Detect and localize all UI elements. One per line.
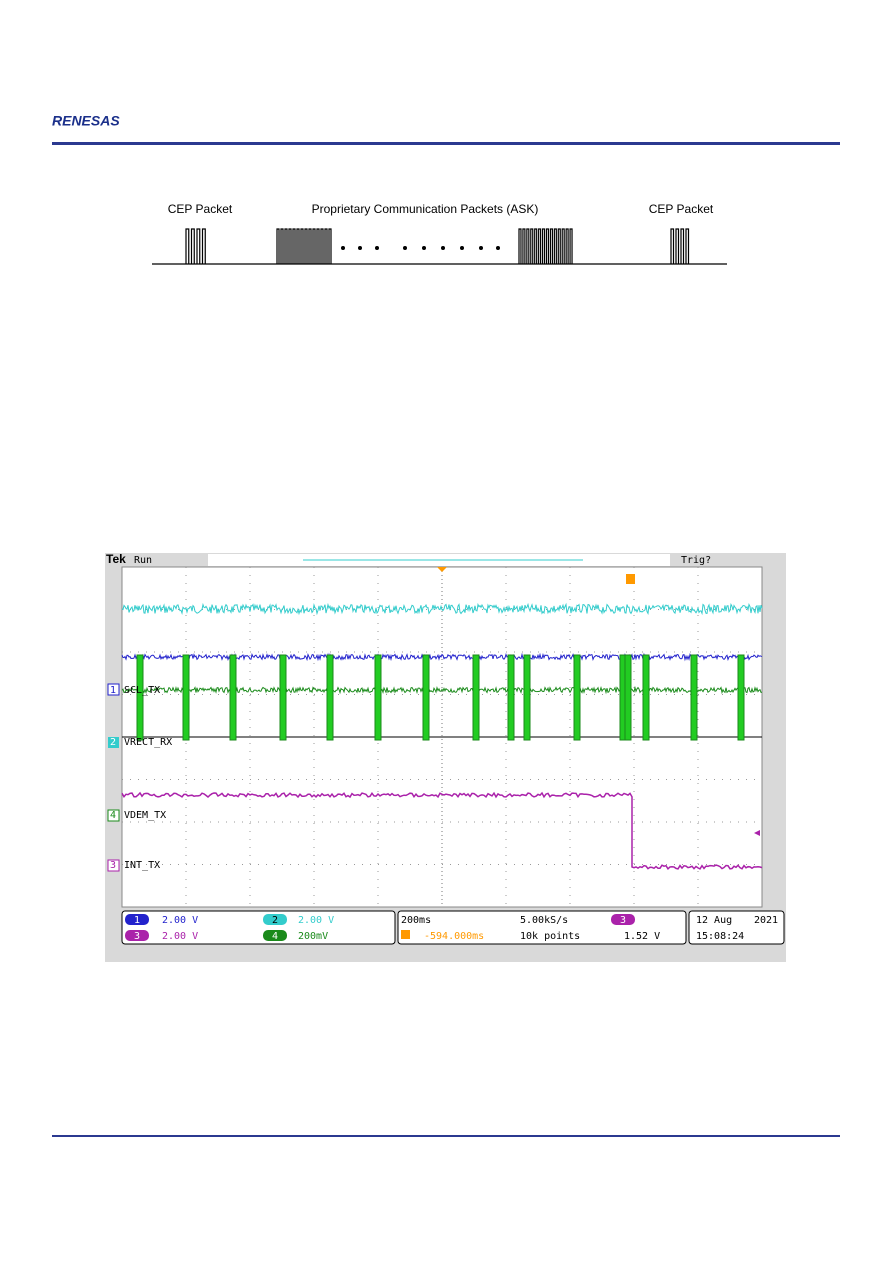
channel-marker — [107, 809, 120, 822]
scope-brand: Tek — [106, 552, 126, 566]
trace-burst — [279, 654, 287, 741]
trigger-channel: 3 — [620, 915, 626, 926]
record-length: 10k points — [520, 931, 580, 942]
channel-label: SCL_TX — [124, 685, 160, 696]
trace-burst — [523, 654, 531, 741]
trigger-icon — [401, 930, 410, 939]
channel-badge — [263, 914, 287, 925]
channel-badge — [611, 914, 635, 925]
trace-burst — [642, 654, 650, 741]
channel-marker — [107, 683, 120, 696]
trace-burst — [229, 654, 237, 741]
channel-number: 2 — [272, 915, 278, 926]
trigger-position: -594.000ms — [424, 931, 484, 942]
channel-number: 3 — [134, 931, 140, 942]
ellipsis-dot — [460, 246, 464, 250]
header-rule — [52, 142, 840, 145]
diagram-label: Proprietary Communication Packets (ASK) — [312, 202, 539, 216]
ellipsis-dot — [422, 246, 426, 250]
trace-burst — [136, 654, 144, 741]
channel-badge — [125, 930, 149, 941]
channel-scale: 2.00 V — [298, 915, 334, 926]
channel-scales — [121, 910, 396, 945]
trace-int — [121, 791, 763, 870]
channel-label: VRECT_RX — [124, 737, 172, 748]
scope-status: Run — [134, 555, 152, 566]
datetime — [688, 910, 785, 945]
sample-rate: 5.00kS/s — [520, 915, 568, 926]
ellipsis-dot — [441, 246, 445, 250]
trigger-marker — [626, 574, 635, 584]
ellipsis-dot — [358, 246, 362, 250]
ellipsis-dot — [496, 246, 500, 250]
trace-scl — [121, 652, 763, 662]
trace-burst — [573, 654, 581, 741]
channel-label: VDEM_TX — [124, 810, 166, 821]
channel-number: 3 — [110, 860, 116, 871]
level-marker — [754, 830, 760, 836]
trace-burst — [690, 654, 698, 741]
ellipsis-dot — [375, 246, 379, 250]
trace-burst — [507, 654, 515, 741]
channel-number: 4 — [272, 931, 278, 942]
packet-waveform — [152, 228, 727, 265]
trigger-status: Trig? — [681, 555, 711, 566]
trace-burst — [374, 654, 382, 741]
channel-marker — [108, 737, 119, 748]
trace-burst — [422, 654, 430, 741]
trace-burst — [326, 654, 334, 741]
channel-label: INT_TX — [124, 860, 160, 871]
channel-number: 1 — [110, 685, 116, 696]
trace-burst — [737, 654, 745, 741]
ellipsis-dot — [479, 246, 483, 250]
diagram-label: CEP Packet — [168, 202, 233, 216]
trace-burst — [624, 654, 632, 741]
trace-vdem — [121, 685, 763, 695]
ellipsis-dot — [403, 246, 407, 250]
timebase: 200ms — [401, 915, 431, 926]
trigger-marker — [437, 567, 447, 572]
channel-scale: 200mV — [298, 931, 328, 942]
channel-number: 4 — [110, 810, 116, 821]
year: 2021 — [754, 915, 778, 926]
footer-rule — [52, 1135, 840, 1137]
logo: RENESAS — [52, 113, 120, 129]
time: 15:08:24 — [696, 931, 744, 942]
date: 12 Aug — [696, 915, 732, 926]
trigger-level: 1.52 V — [624, 931, 660, 942]
channel-badge — [125, 914, 149, 925]
channel-number: 1 — [134, 915, 140, 926]
traces — [121, 567, 763, 870]
channel-number: 2 — [110, 737, 116, 748]
channel-scale: 2.00 V — [162, 931, 198, 942]
trace-burst — [182, 654, 190, 741]
channel-scale: 2.00 V — [162, 915, 198, 926]
channel-badge — [263, 930, 287, 941]
ellipsis-dot — [341, 246, 345, 250]
trace-vrect — [121, 602, 763, 616]
packet-diagram — [152, 228, 727, 265]
channel-marker — [107, 859, 120, 872]
trace-burst — [472, 654, 480, 741]
diagram-label: CEP Packet — [649, 202, 714, 216]
